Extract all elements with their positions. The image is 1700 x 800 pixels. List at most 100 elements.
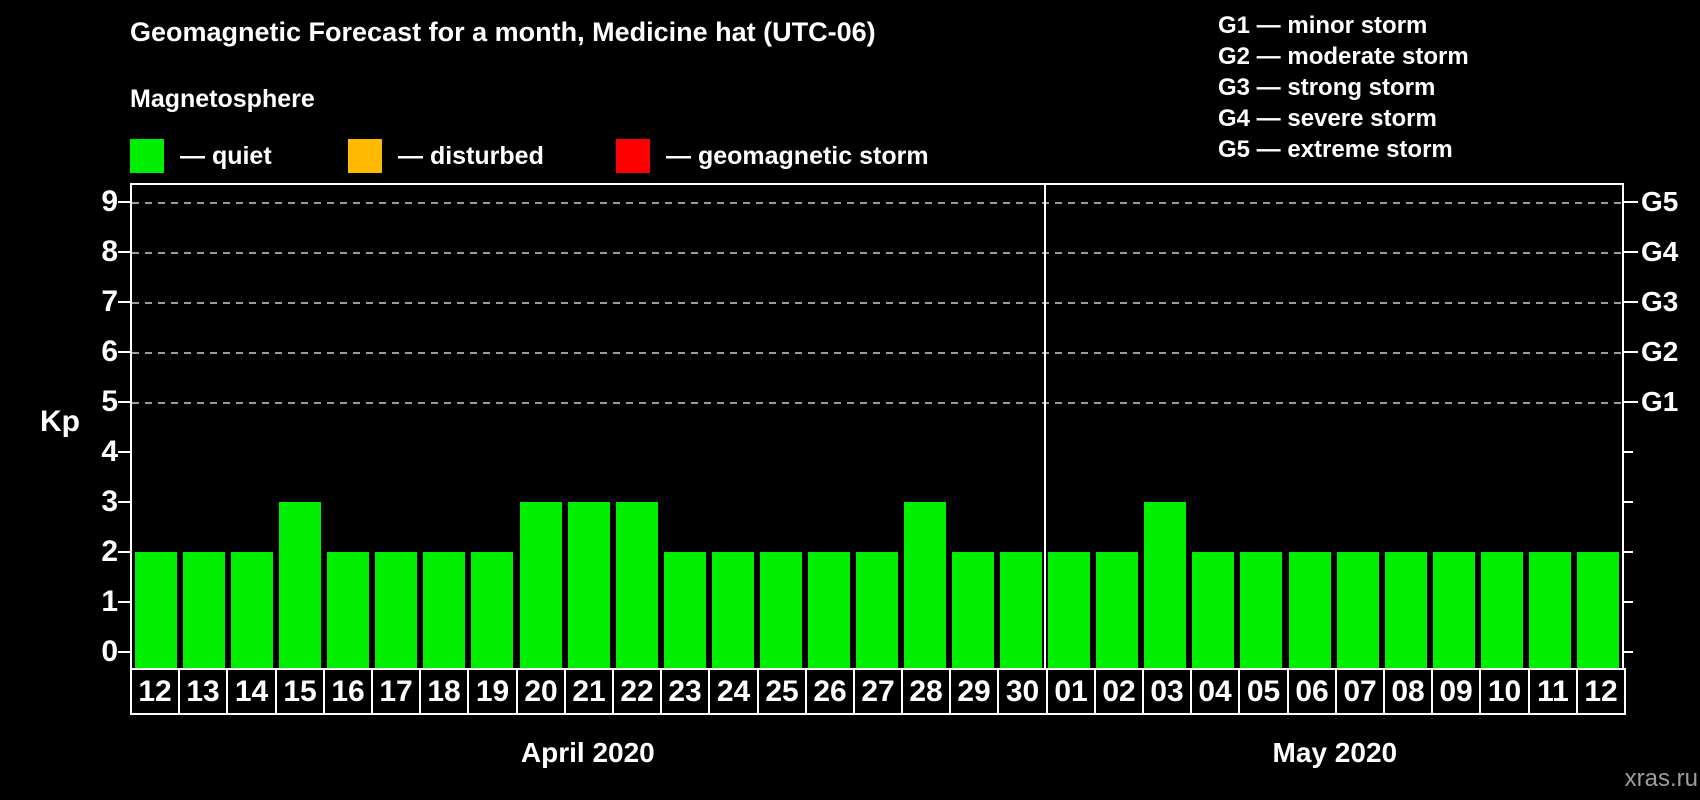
kp-bar-day-08 (1384, 552, 1427, 668)
legend-item-label: — geomagnetic storm (666, 141, 929, 170)
month-separator (1044, 185, 1047, 668)
y-tick-left-1 (118, 601, 130, 603)
kp-bar-day-14 (231, 552, 274, 668)
kp-bar-day-21 (567, 502, 610, 668)
day-label-09: 09 (1431, 668, 1481, 715)
day-label-05: 05 (1238, 668, 1289, 715)
disturbed-color-swatch (348, 139, 382, 173)
day-label-04: 04 (1190, 668, 1240, 715)
kp-bar-day-13 (183, 552, 226, 668)
storm-scale-legend-line: G2 — moderate storm (1218, 43, 1469, 70)
day-label-18: 18 (419, 668, 469, 715)
y-tick-label-8: 8 (101, 235, 118, 268)
day-label-11: 11 (1528, 668, 1578, 715)
kp-bar-day-12 (1576, 552, 1619, 668)
gridline-kp5 (132, 402, 1622, 404)
watermark: xras.ru (1624, 765, 1698, 792)
y-tick-right-6 (1624, 351, 1638, 353)
kp-bar-day-17 (375, 552, 418, 668)
kp-bar-day-02 (1096, 552, 1139, 668)
gridline-kp6 (132, 352, 1622, 354)
chart-title: Geomagnetic Forecast for a month, Medici… (130, 17, 876, 47)
y-tick-left-0 (118, 651, 130, 653)
day-label-10: 10 (1479, 668, 1530, 715)
storm-scale-legend-line: G4 — severe storm (1218, 105, 1437, 132)
storm-scale-legend-line: G3 — strong storm (1218, 74, 1436, 101)
legend-item-label: — disturbed (398, 141, 544, 170)
y-tick-right-5 (1624, 401, 1638, 403)
day-label-20: 20 (516, 668, 566, 715)
y-tick-right-0 (1624, 651, 1633, 653)
y-tick-left-9 (118, 201, 130, 203)
y-tick-left-2 (118, 551, 130, 553)
kp-bar-day-23 (663, 552, 706, 668)
kp-bar-day-07 (1336, 552, 1379, 668)
storm-scale-legend-line: G5 — extreme storm (1218, 136, 1453, 163)
day-label-19: 19 (467, 668, 518, 715)
kp-bar-day-05 (1240, 552, 1283, 668)
y-axis-label: Kp (40, 405, 80, 438)
kp-bar-day-06 (1288, 552, 1331, 668)
y-tick-label-2: 2 (101, 535, 118, 568)
day-label-06: 06 (1287, 668, 1337, 715)
day-label-30: 30 (997, 668, 1048, 715)
kp-bar-day-12 (135, 552, 177, 668)
y-tick-left-8 (118, 251, 130, 253)
gridline-kp7 (132, 302, 1622, 304)
y-tick-right-8 (1624, 251, 1638, 253)
g-scale-label-G1: G1 (1641, 386, 1679, 417)
day-label-02: 02 (1094, 668, 1144, 715)
g-scale-label-G5: G5 (1641, 186, 1679, 217)
day-label-17: 17 (371, 668, 421, 715)
day-label-08: 08 (1383, 668, 1433, 715)
kp-bar-day-25 (759, 552, 802, 668)
month-label: May 2020 (1272, 737, 1398, 768)
kp-bar-day-26 (807, 552, 850, 668)
kp-bar-day-10 (1480, 552, 1523, 668)
month-label: April 2020 (520, 737, 655, 768)
y-tick-left-4 (118, 451, 130, 453)
y-tick-left-5 (118, 401, 130, 403)
legend-item-label: — quiet (180, 141, 272, 170)
day-label-01: 01 (1046, 668, 1096, 715)
kp-bar-day-11 (1528, 552, 1571, 668)
day-label-23: 23 (660, 668, 710, 715)
y-tick-left-7 (118, 301, 130, 303)
legend-heading: Magnetosphere (130, 85, 315, 113)
day-label-12: 12 (130, 668, 180, 715)
day-label-12: 12 (1576, 668, 1626, 715)
y-tick-left-3 (118, 501, 130, 503)
geomagnetic-storm-color-swatch (616, 139, 650, 173)
kp-bar-day-29 (952, 552, 995, 668)
y-tick-label-3: 3 (101, 485, 118, 518)
storm-scale-legend: G1 — minor storm G2 — moderate storm G3 — … (1218, 10, 1469, 165)
day-label-14: 14 (226, 668, 277, 715)
y-tick-left-6 (118, 351, 130, 353)
gridline-kp9 (132, 202, 1622, 204)
legend-item-quiet: — quiet (130, 138, 272, 174)
day-label-22: 22 (612, 668, 662, 715)
kp-bar-day-27 (855, 552, 898, 668)
gridline-kp8 (132, 252, 1622, 254)
y-tick-label-0: 0 (101, 635, 118, 668)
y-tick-right-2 (1624, 551, 1633, 553)
kp-bar-day-01 (1048, 552, 1091, 668)
day-label-28: 28 (901, 668, 951, 715)
kp-bar-day-04 (1192, 552, 1235, 668)
y-tick-right-3 (1624, 501, 1633, 503)
day-label-07: 07 (1335, 668, 1385, 715)
day-label-27: 27 (853, 668, 903, 715)
g-scale-label-G3: G3 (1641, 286, 1679, 317)
kp-bar-day-24 (711, 552, 754, 668)
kp-bar-day-03 (1144, 502, 1187, 668)
kp-bar-day-19 (471, 552, 514, 668)
y-tick-right-4 (1624, 451, 1633, 453)
day-label-21: 21 (564, 668, 614, 715)
kp-bar-day-20 (519, 502, 562, 668)
day-label-25: 25 (757, 668, 807, 715)
y-tick-label-4: 4 (101, 435, 118, 468)
g-scale-label-G4: G4 (1641, 236, 1679, 267)
y-tick-label-9: 9 (101, 185, 118, 218)
day-label-26: 26 (805, 668, 855, 715)
